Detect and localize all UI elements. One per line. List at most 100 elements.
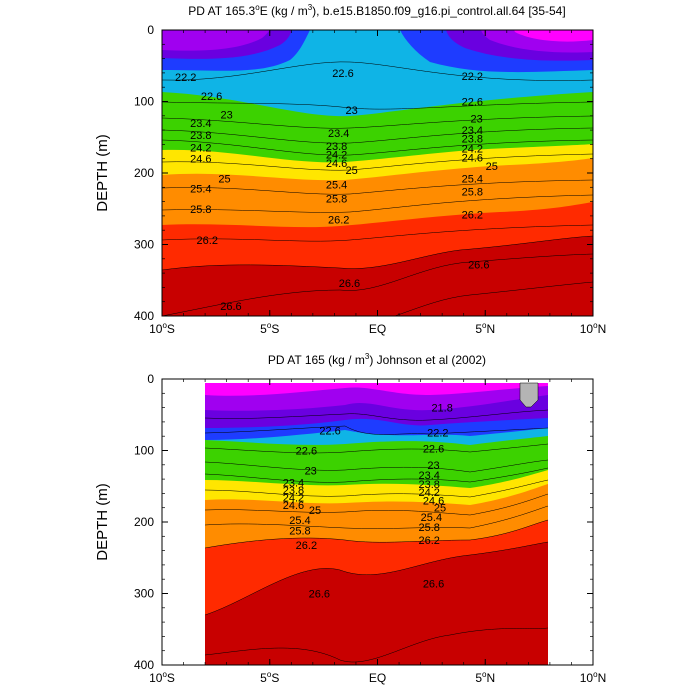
contour-label: 25.8: [326, 194, 347, 206]
x-tick-label: 10oS: [149, 321, 175, 336]
y-tick-label: 300: [134, 238, 154, 252]
contour-label: 26.6: [220, 301, 241, 313]
contour-label: 25.8: [190, 204, 211, 216]
contour-label: 22.2: [427, 428, 448, 440]
contour-label: 23: [471, 114, 483, 126]
panel-1-title: PD AT 165.3oE (kg / m3), b.e15.B1850.f09…: [188, 3, 565, 18]
band-darkred-cap: [162, 282, 593, 316]
y-tick-label: 200: [134, 515, 154, 529]
x-tick-label: EQ: [369, 671, 386, 685]
band2-magenta: [205, 383, 548, 396]
contour-label: 23: [305, 466, 317, 478]
contour-label: 22.2: [462, 71, 483, 83]
contour-label: 23.8: [190, 130, 211, 142]
contour-label: 21.8: [431, 403, 452, 415]
contour-label: 24.2: [462, 144, 483, 156]
panel-2-ylabel: DEPTH (m): [94, 483, 111, 561]
contour-label: 25: [309, 505, 321, 517]
contour-label: 25: [346, 165, 358, 177]
y-tick-label: 100: [134, 95, 154, 109]
contour-label: 23.8: [283, 485, 304, 497]
contour-label: 25: [434, 503, 446, 515]
contour-label: 24.2: [419, 487, 440, 499]
x-tick-label: 10oS: [149, 670, 175, 685]
contour-label: 26.6: [339, 278, 360, 290]
contour-label: 26.6: [468, 260, 489, 272]
panel-observed: PD AT 165 (kg / m3) Johnson et al (2002): [94, 352, 606, 685]
contour-label: 24.6: [283, 500, 304, 512]
panel-2-title: PD AT 165 (kg / m3) Johnson et al (2002): [268, 352, 486, 367]
x-tick-label: 10oN: [580, 321, 606, 336]
panel-1-isolines: [162, 61, 593, 316]
contour-label: 25: [218, 174, 230, 186]
contour-label: 26.2: [296, 540, 317, 552]
contour-label: 23.4: [462, 125, 483, 137]
contour-label: 23.8: [419, 479, 440, 491]
contour-label: 23.4: [328, 128, 349, 140]
contour-label: 25.4: [289, 515, 310, 527]
contour-label: 23: [427, 460, 439, 472]
contour-label: 26.2: [419, 535, 440, 547]
y-tick-label: 0: [147, 372, 154, 386]
contour-label: 24.6: [462, 152, 483, 164]
x-tick-label: 5oN: [475, 670, 495, 685]
contour-label: 22.6: [201, 91, 222, 103]
contour-label: 26.2: [197, 235, 218, 247]
band-violet-left: [162, 30, 270, 51]
contour-label: 25.4: [462, 174, 483, 186]
contour-label: 24.2: [283, 493, 304, 505]
x-tick-label: 5oN: [475, 321, 495, 336]
contour-label: 25.4: [326, 179, 347, 191]
x-tick-label: EQ: [369, 322, 386, 336]
x-tick-label: 5oS: [260, 321, 279, 336]
contour-label: 23: [221, 109, 233, 121]
contour-label: 22.6: [296, 446, 317, 458]
band2-darkred-cap: [205, 628, 548, 665]
contour-label: 25.8: [289, 526, 310, 538]
contour-label: 25.8: [419, 522, 440, 534]
contour-label: 22.6: [423, 443, 444, 455]
contour-label: 24.2: [326, 149, 347, 161]
contour-label: 25: [486, 161, 498, 173]
y-tick-label: 0: [147, 23, 154, 37]
contour-label: 23.4: [190, 118, 211, 130]
x-tick-label: 5oS: [260, 670, 279, 685]
contour-label: 22.6: [332, 68, 353, 80]
contour-label: 23.4: [283, 478, 304, 490]
panel-model: PD AT 165.3oE (kg / m3), b.e15.B1850.f09…: [94, 3, 606, 336]
panel-1-ylabel: DEPTH (m): [94, 134, 111, 212]
contour-label: 24.6: [190, 154, 211, 166]
contour-label: 23.8: [462, 134, 483, 146]
panel-2-isolines: [204, 409, 549, 663]
band-magenta-right: [514, 30, 593, 42]
contour-label: 25.4: [421, 512, 442, 524]
contour-label: 23.8: [326, 141, 347, 153]
contour-label: 23.4: [419, 470, 440, 482]
contour-label: 25.8: [462, 187, 483, 199]
contour-label: 26.2: [328, 214, 349, 226]
y-tick-label: 200: [134, 166, 154, 180]
y-tick-label: 300: [134, 587, 154, 601]
x-tick-label: 10oN: [580, 670, 606, 685]
contour-label: 22.6: [319, 425, 340, 437]
contour-label: 23: [346, 105, 358, 117]
contour-label: 26.6: [309, 589, 330, 601]
missing-patch: [519, 382, 539, 408]
y-tick-label: 100: [134, 444, 154, 458]
panel-1-contour-fill: 22.222.62323.423.824.224.62525.425.826.2…: [162, 30, 593, 316]
y-tick-label: 400: [134, 309, 154, 323]
contour-label: 22.2: [175, 72, 196, 84]
panel-1-contour-labels: 22.222.62323.423.824.224.62525.425.826.2…: [175, 68, 498, 313]
contour-label: 24.6: [423, 496, 444, 508]
contour-label: 24.6: [326, 158, 347, 170]
y-tick-label: 400: [134, 658, 154, 672]
contour-label: 26.6: [423, 578, 444, 590]
contour-label: 22.6: [462, 97, 483, 109]
contour-label: 26.2: [462, 209, 483, 221]
contour-label: 25.4: [190, 184, 211, 196]
